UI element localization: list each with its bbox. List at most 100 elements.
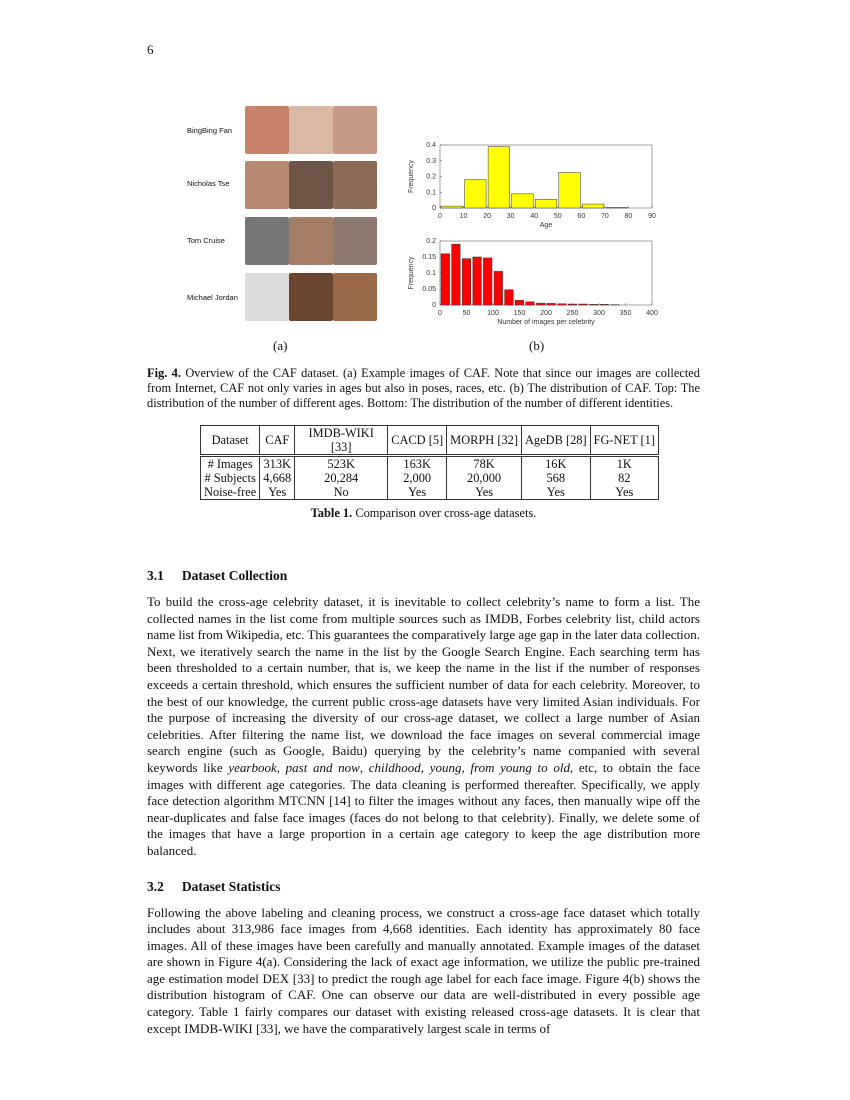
table-cell: 523K [294,455,389,471]
keyword: from young to old [470,759,570,775]
table-header: Dataset [199,425,261,456]
text: To build the cross-age celebrity dataset… [147,594,700,775]
table-header: CACD [5] [387,425,448,456]
histogram-charts: 0 10 20 30 40 50 60 70 80 90 0 0.1 0.2 0.3 0.4 Age Frequ… [408,142,658,326]
keyword: childhood [368,759,421,775]
bar [558,172,581,209]
table-cell: # Subjects [199,471,261,485]
keyword: past and now [285,759,360,775]
y-tick-label: 0 [432,302,436,309]
text-flow: Fig. 4. Overview of the CAF dataset. (a)… [147,366,700,1037]
x-axis-label: Age [540,222,553,229]
face-image [289,273,333,321]
bar [487,146,510,209]
y-tick-label: 0.2 [426,174,436,181]
caption-label: Fig. 4. [147,366,181,380]
y-axis-label: Frequency [408,159,415,193]
chart-0: 0 10 20 30 40 50 60 70 80 90 0 0.1 0.2 0.3 0.4 Age Frequ… [408,142,656,229]
x-tick-label: 80 [625,213,633,220]
face-image [333,106,377,154]
y-tick-label: 0.3 [426,158,436,165]
subfigure-label-b: (b) [529,338,545,353]
bar [504,289,514,306]
table-row: Noise-free Yes No Yes Yes Yes Yes [199,485,659,500]
table-header: MORPH [32] [446,425,522,456]
x-tick-label: 0 [438,310,442,317]
table-cell: Noise-free [199,485,261,500]
bar [599,304,609,306]
x-tick-label: 60 [577,213,585,220]
face-image [245,273,289,321]
table-header-row: Dataset CAF IMDB-WIKI [33] CACD [5] MORP… [199,425,659,456]
table-cell: 313K [259,455,296,471]
text: , [359,759,369,775]
x-tick-label: 30 [507,213,515,220]
x-tick-label: 50 [463,310,471,317]
x-tick-label: 40 [530,213,538,220]
table-cell: Yes [446,485,522,500]
x-tick-label: 50 [554,213,562,220]
bar [461,258,472,306]
table-cell: Yes [520,485,591,500]
table-cell: Yes [589,485,659,500]
table-header: CAF [259,425,296,456]
x-tick-label: 90 [648,213,656,220]
face-image [245,161,289,209]
y-tick-label: 0 [432,205,436,212]
table-header: AgeDB [28] [520,425,591,456]
section-heading: 3.1 Dataset Collection [147,567,700,584]
text: , [461,759,471,775]
bar [511,193,534,209]
face-image [289,161,333,209]
bar [483,257,493,306]
face-image [245,106,289,154]
table-header: FG-NET [1] [589,425,659,456]
table-cell: 568 [520,471,591,485]
face-image [333,217,377,265]
caption-label: Table 1. [310,506,353,520]
section-number: 3.2 [147,878,164,894]
x-tick-label: 200 [540,310,552,317]
text: , [276,759,286,775]
y-tick-label: 0.2 [426,238,436,245]
bar [464,179,487,209]
bar [534,199,558,209]
face-image [289,217,333,265]
table-row: # Subjects 4,668 20,284 2,000 20,000 568 82 [199,471,659,485]
table-cell: 78K [446,455,522,471]
table-cell: 16K [520,455,591,471]
table-caption: Table 1. Comparison over cross-age datas… [147,506,700,521]
y-tick-label: 0.1 [426,189,436,196]
bar [557,303,567,306]
plot-area [439,240,653,306]
face-image [245,217,289,265]
x-tick-label: 250 [567,310,579,317]
keyword: young [429,759,462,775]
y-tick-label: 0.4 [426,142,436,149]
table-cell: # Images [199,455,261,471]
x-tick-label: 0 [438,213,442,220]
celebrity-name: BingBing Fan [187,126,233,135]
bar [546,303,556,306]
caption-text: Overview of the CAF dataset. (a) Example… [147,366,700,410]
table-cell: 1K [589,455,659,471]
table-cell: Yes [387,485,448,500]
chart-1: 0 50 100 150 200 250 300 350 400 0 0.05 0.1 0.15 0.2 N… [408,238,658,326]
table-cell: 20,000 [446,471,522,485]
table-cell: 163K [387,455,448,471]
bar [589,304,599,306]
section-title: Dataset Collection [181,568,288,583]
table-cell: No [294,485,389,500]
face-image [289,106,333,154]
x-axis-label: Number of images per celebrity [497,319,595,326]
section-number: 3.1 [147,568,164,583]
y-tick-label: 0.15 [422,254,436,261]
keyword: yearbook [228,759,277,775]
page-number: 6 [147,42,154,57]
bar [493,271,503,306]
x-tick-label: 70 [601,213,609,220]
table-cell: Yes [259,485,296,500]
bar [451,243,461,306]
x-tick-label: 100 [487,310,499,317]
